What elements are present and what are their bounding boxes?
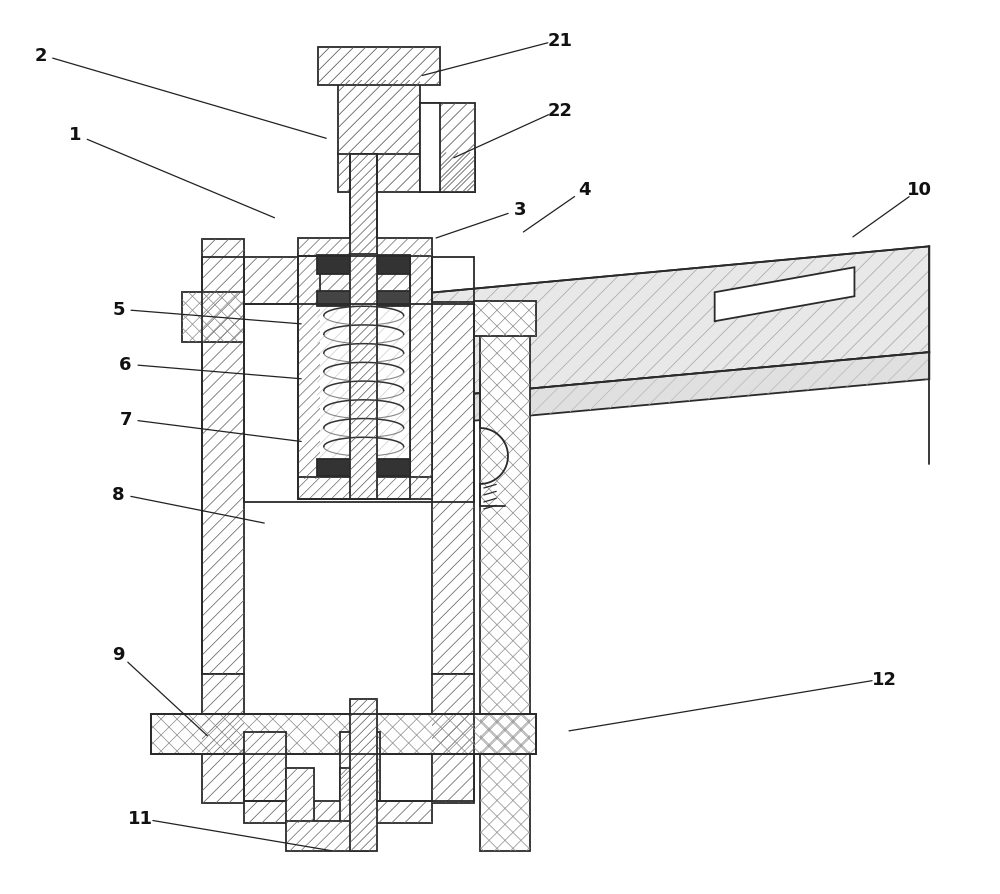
Bar [182, 293, 244, 342]
Bar [350, 460, 377, 477]
Text: 11: 11 [128, 809, 153, 828]
Bar [350, 699, 377, 851]
Polygon shape [360, 353, 929, 432]
Bar [350, 156, 377, 257]
Bar [480, 323, 530, 851]
Bar [350, 256, 377, 275]
Bar [317, 256, 410, 275]
Bar [151, 713, 475, 754]
Bar [286, 769, 314, 823]
Bar [298, 239, 432, 257]
Text: 10: 10 [907, 181, 932, 199]
Bar [432, 674, 474, 804]
Text: 2: 2 [34, 46, 47, 64]
Bar [286, 822, 368, 851]
Bar [151, 713, 475, 754]
Bar [286, 769, 314, 823]
Polygon shape [360, 247, 929, 405]
Bar [338, 80, 420, 156]
Bar [350, 156, 377, 257]
Bar [317, 460, 410, 477]
Bar [340, 731, 380, 802]
Bar [420, 104, 475, 193]
Bar [202, 674, 244, 804]
Bar [350, 292, 377, 307]
Text: 22: 22 [547, 101, 572, 120]
Bar [338, 80, 420, 156]
Bar [317, 305, 410, 460]
Text: 6: 6 [119, 356, 132, 374]
Bar [340, 731, 380, 802]
Bar [298, 239, 432, 257]
Bar [202, 674, 244, 804]
Text: 8: 8 [112, 485, 125, 503]
Bar [420, 104, 440, 193]
Bar [474, 713, 536, 754]
Text: 9: 9 [112, 645, 125, 663]
Bar [350, 255, 377, 500]
Bar [338, 153, 475, 193]
Bar [298, 255, 320, 479]
Polygon shape [715, 268, 854, 322]
Bar [474, 302, 536, 337]
Bar [286, 822, 368, 851]
Bar [244, 258, 432, 305]
Bar [350, 699, 377, 851]
Bar [340, 769, 368, 823]
Bar [410, 255, 432, 479]
Bar [244, 258, 432, 305]
Polygon shape [360, 247, 929, 405]
Bar [338, 153, 475, 193]
Bar [298, 477, 432, 500]
Bar [318, 47, 440, 86]
Bar [420, 104, 475, 193]
Bar [432, 303, 474, 674]
Text: 7: 7 [119, 410, 132, 428]
Bar [317, 292, 410, 307]
Bar [318, 47, 440, 86]
Bar [432, 674, 474, 804]
Text: 5: 5 [112, 301, 125, 319]
Bar [182, 293, 244, 342]
Bar [202, 240, 244, 674]
Text: 3: 3 [514, 201, 526, 219]
Bar [474, 302, 536, 337]
Bar [244, 802, 432, 823]
Bar [350, 255, 377, 500]
Bar [244, 731, 286, 802]
Bar [317, 305, 410, 460]
Bar [202, 240, 244, 674]
Text: 12: 12 [872, 670, 897, 687]
Bar [474, 713, 536, 754]
Bar [410, 255, 432, 479]
Bar [480, 323, 530, 851]
Text: 21: 21 [547, 31, 572, 49]
Text: 1: 1 [69, 126, 82, 144]
Polygon shape [360, 353, 929, 432]
Bar [244, 802, 432, 823]
Bar [298, 477, 432, 500]
Bar [244, 731, 286, 802]
Bar [298, 255, 320, 479]
Bar [432, 303, 474, 674]
Text: 4: 4 [579, 181, 591, 199]
Bar [340, 769, 368, 823]
